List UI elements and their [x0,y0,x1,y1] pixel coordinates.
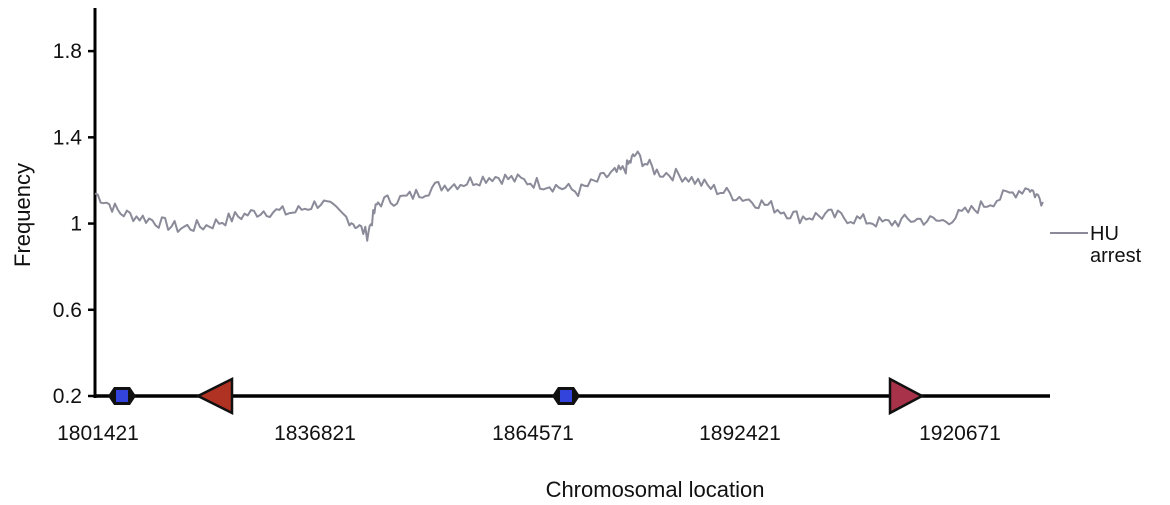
series-group [94,150,1044,242]
y-tick-label: 1 [70,213,82,236]
y-tick-label: 0.6 [53,299,82,322]
legend-label-line-2: arrest [1090,245,1142,267]
x-tick-label: 1801421 [57,422,139,445]
legend-label-line-1: HU [1090,223,1119,245]
x-tick-label: 1864571 [492,422,574,445]
y-tick-label: 1.4 [53,126,83,149]
gene-marker-arrow-left [195,376,234,416]
gene-markers [108,376,925,416]
gene-marker-arrow-right [888,376,925,416]
x-axis-title: Chromosomal location [546,477,765,502]
x-tick-label: 1836821 [274,422,356,445]
y-tick-label: 0.2 [53,385,82,408]
y-tick-label: 1.8 [53,40,82,63]
legend-label: HU arrest [1090,223,1142,267]
gene-marker-core [560,390,572,402]
series-line [94,150,1044,242]
legend: HU arrest [1050,223,1142,267]
gene-marker-core [116,390,128,402]
x-tick-label: 1892421 [699,422,781,445]
y-axis-title: Frequency [10,163,35,267]
x-ticks: 1801421 1836821 1864571 1892421 1920671 [57,422,1001,445]
x-tick-label: 1920671 [919,422,1001,445]
y-ticks: 0.2 0.6 1 1.4 1.8 [53,40,95,408]
